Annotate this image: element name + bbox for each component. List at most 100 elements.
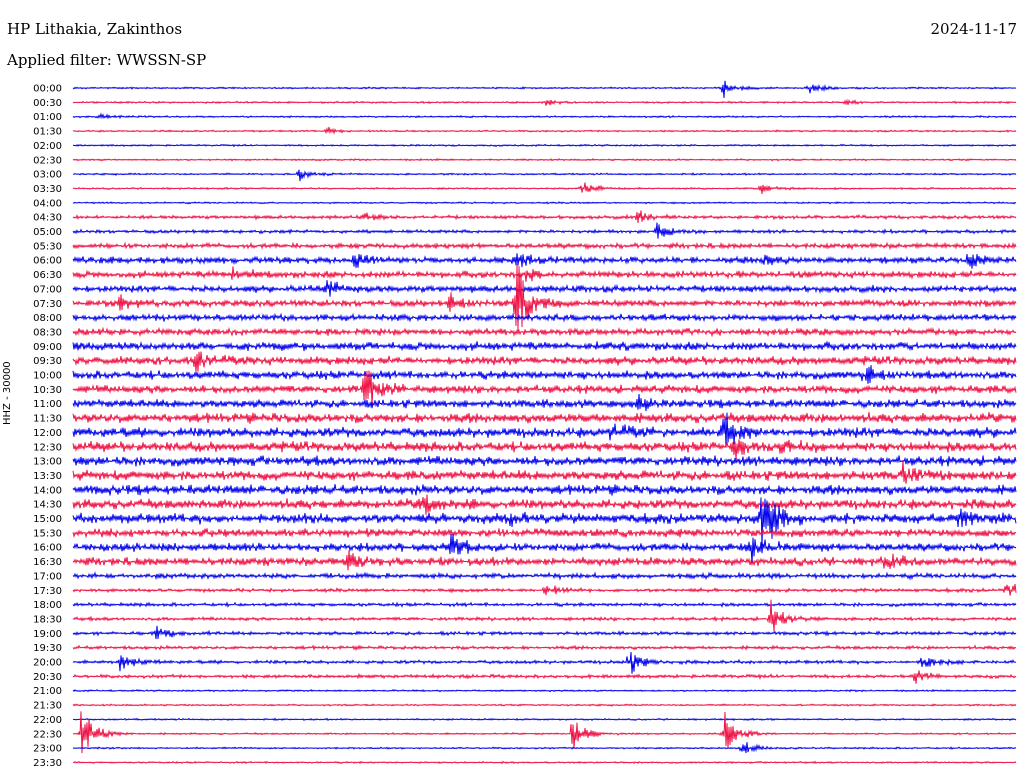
time-label: 04:00 (33, 198, 62, 209)
time-label: 02:00 (33, 141, 62, 152)
trace-line (72, 534, 1017, 565)
trace-line (72, 182, 1017, 194)
time-label: 23:00 (33, 744, 62, 755)
trace-line (72, 742, 1017, 754)
time-label: 03:30 (33, 184, 62, 195)
trace-line (72, 717, 1017, 722)
trace-line (72, 497, 1017, 547)
filter-label: Applied filter: WWSSN-SP (7, 51, 207, 69)
trace-line (72, 527, 1017, 539)
time-label: 14:30 (33, 500, 62, 511)
time-label: 15:00 (33, 514, 62, 525)
trace-line (72, 688, 1017, 693)
trace-line (72, 599, 1017, 632)
time-label: 03:00 (33, 170, 62, 181)
time-label: 05:30 (33, 241, 62, 252)
trace-line (72, 222, 1017, 239)
trace-line (72, 112, 1017, 120)
trace-line (72, 143, 1017, 148)
time-label: 22:00 (33, 715, 62, 726)
trace-line (72, 126, 1017, 135)
trace-line (72, 80, 1017, 98)
trace-line (72, 601, 1017, 608)
trace-line (72, 393, 1017, 412)
trace-line (72, 760, 1017, 765)
trace-line (72, 583, 1017, 596)
trace-line (72, 326, 1017, 338)
time-label: 08:00 (33, 313, 62, 324)
time-label: 22:30 (33, 729, 62, 740)
trace-line (72, 670, 1017, 684)
time-label: 17:00 (33, 571, 62, 582)
trace-line (72, 571, 1017, 581)
time-label: 07:30 (33, 299, 62, 310)
time-label: 16:30 (33, 557, 62, 568)
time-label: 00:30 (33, 98, 62, 109)
time-label: 04:30 (33, 213, 62, 224)
trace-line (72, 201, 1017, 205)
trace-line (72, 98, 1017, 106)
trace-line (72, 253, 1017, 269)
time-label: 09:00 (33, 342, 62, 353)
time-label: 19:30 (33, 643, 62, 654)
time-label: 00:00 (33, 84, 62, 95)
trace-line (72, 210, 1017, 224)
trace-line (72, 644, 1017, 652)
trace-line (72, 412, 1017, 448)
trace-line (72, 351, 1017, 373)
trace-line (72, 341, 1017, 352)
time-label: 05:00 (33, 227, 62, 238)
time-label: 01:00 (33, 112, 62, 123)
time-label: 12:00 (33, 428, 62, 439)
trace-line (72, 370, 1017, 408)
trace-line (72, 439, 1017, 460)
trace-line (72, 494, 1017, 515)
time-label: 14:00 (33, 485, 62, 496)
date-label: 2024-11-17 (930, 20, 1017, 38)
time-label: 23:30 (33, 758, 62, 769)
time-label: 19:00 (33, 629, 62, 640)
trace-line (72, 312, 1017, 323)
time-label: 08:30 (33, 327, 62, 338)
time-label: 16:00 (33, 543, 62, 554)
time-label: 13:30 (33, 471, 62, 482)
time-label: 11:00 (33, 399, 62, 410)
time-label: 20:30 (33, 672, 62, 683)
time-label: 21:30 (33, 701, 62, 712)
time-label: 06:00 (33, 256, 62, 267)
time-label: 20:00 (33, 658, 62, 669)
trace-line (72, 703, 1017, 707)
time-label: 11:30 (33, 414, 62, 425)
trace-line (72, 651, 1017, 674)
trace-line (72, 484, 1017, 496)
time-labels: 00:00 00:30 01:00 01:30 02:00 02:30 03:00 03:30… (33, 84, 62, 769)
time-label: 10:30 (33, 385, 62, 396)
time-label: 07:00 (33, 284, 62, 295)
time-label: 13:00 (33, 457, 62, 468)
time-label: 06:30 (33, 270, 62, 281)
time-label: 10:00 (33, 371, 62, 382)
trace-line (72, 169, 1017, 182)
time-label: 01:30 (33, 127, 62, 138)
time-label: 12:30 (33, 442, 62, 453)
seismic-traces (72, 80, 1017, 765)
trace-line (72, 264, 1017, 332)
trace-line (72, 157, 1017, 162)
trace-line (72, 241, 1017, 251)
time-label: 02:30 (33, 155, 62, 166)
trace-line (72, 266, 1017, 282)
trace-line (72, 460, 1017, 484)
time-label: 15:30 (33, 528, 62, 539)
trace-line (72, 280, 1017, 297)
trace-line (72, 550, 1017, 571)
time-label: 21:00 (33, 686, 62, 697)
trace-line (72, 365, 1017, 384)
time-label: 18:30 (33, 614, 62, 625)
trace-line (72, 412, 1017, 424)
trace-line (72, 711, 1017, 754)
trace-line (72, 455, 1017, 467)
trace-line (72, 625, 1017, 640)
time-label: 09:30 (33, 356, 62, 367)
time-label: 17:30 (33, 586, 62, 597)
